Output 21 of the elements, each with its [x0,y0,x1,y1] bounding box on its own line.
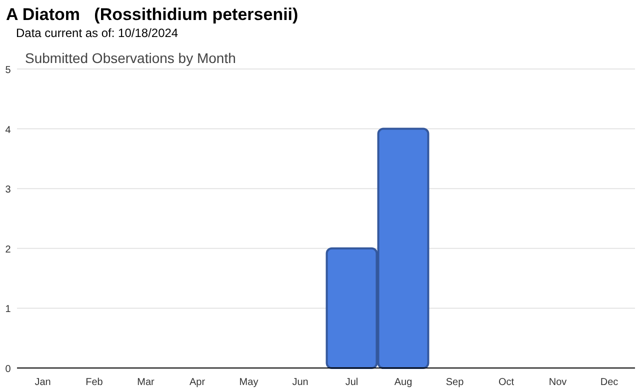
chart-subtitle: Data current as of: 10/18/2024 [16,26,178,40]
x-tick-label: Jul [345,377,358,388]
x-tick-label: Jun [292,377,308,388]
x-tick-label: Aug [394,377,412,388]
y-tick-label: 0 [5,364,12,375]
y-tick-label: 1 [5,304,12,316]
x-tick-label: May [239,377,258,388]
text: Submitted Observations by Month [25,50,236,66]
y-tick-label: 3 [5,184,12,196]
x-tick-label: Mar [137,377,156,388]
x-tick-label: Nov [548,377,567,388]
x-tick-label: Oct [498,377,514,388]
chart-title: A Diatom (Rossithidium petersenii) [6,5,298,24]
x-tick-label: Dec [600,377,618,388]
y-tick-label: 5 [5,65,12,76]
x-tick-label: Sep [446,377,464,388]
x-tick-label: Jan [34,377,51,388]
y-tick-label: 4 [5,124,12,136]
x-tick-label: Apr [189,377,206,388]
x-tick-label: Feb [86,377,104,388]
y-tick-label: 2 [5,244,12,256]
